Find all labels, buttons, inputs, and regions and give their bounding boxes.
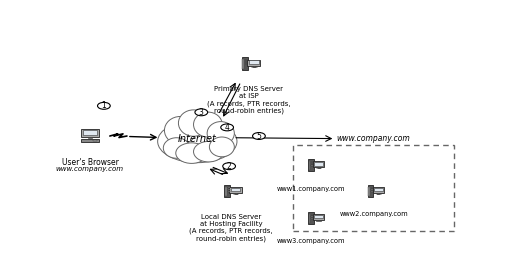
Bar <box>371 191 373 192</box>
Bar <box>374 188 383 192</box>
Bar <box>311 165 313 166</box>
Ellipse shape <box>209 137 234 157</box>
Bar <box>228 191 230 192</box>
Bar <box>242 57 248 71</box>
Circle shape <box>221 124 233 131</box>
Bar <box>316 220 321 221</box>
Bar <box>311 214 313 215</box>
Bar <box>247 60 261 66</box>
Ellipse shape <box>176 143 208 164</box>
Bar <box>308 159 314 171</box>
Text: www.company.com: www.company.com <box>337 134 410 143</box>
Circle shape <box>195 109 208 116</box>
Bar <box>308 161 310 170</box>
Text: www.company.com: www.company.com <box>56 166 124 172</box>
Text: 3: 3 <box>199 108 204 117</box>
Bar <box>229 187 242 193</box>
Text: 2: 2 <box>227 162 231 171</box>
Circle shape <box>223 163 235 170</box>
Bar <box>83 130 97 135</box>
Ellipse shape <box>207 122 234 145</box>
Bar <box>81 129 99 137</box>
Bar <box>81 139 99 142</box>
Bar <box>318 167 320 168</box>
Bar <box>311 216 313 217</box>
Bar <box>313 214 324 220</box>
Bar <box>368 187 370 195</box>
Text: www3.company.com: www3.company.com <box>277 239 345 244</box>
Text: Primary DNS Server
at ISP
(A records, PTR records,
round-robin entries): Primary DNS Server at ISP (A records, PT… <box>207 87 291 115</box>
Ellipse shape <box>163 138 190 158</box>
Text: Internet: Internet <box>178 134 217 144</box>
Bar <box>242 59 244 69</box>
Bar <box>234 193 237 194</box>
Ellipse shape <box>179 110 209 136</box>
Bar <box>231 188 241 192</box>
Bar <box>88 137 92 138</box>
Bar <box>249 60 259 64</box>
Bar <box>314 215 323 218</box>
Bar <box>371 189 373 190</box>
Text: 5: 5 <box>256 132 262 141</box>
Text: www1.company.com: www1.company.com <box>277 186 345 192</box>
Text: Local DNS Server
at Hosting Facility
(A records, PTR records,
round-robin entrie: Local DNS Server at Hosting Facility (A … <box>189 214 273 242</box>
Text: 1: 1 <box>102 101 106 110</box>
Bar <box>93 140 96 141</box>
Bar <box>313 162 324 167</box>
Bar <box>293 145 453 231</box>
Bar <box>372 187 384 193</box>
Bar <box>308 212 314 224</box>
Bar <box>225 186 227 196</box>
Bar <box>228 187 230 188</box>
Bar <box>314 162 323 165</box>
Ellipse shape <box>193 141 224 162</box>
Ellipse shape <box>193 112 222 137</box>
Bar <box>308 214 310 223</box>
Circle shape <box>97 102 110 109</box>
Bar <box>253 66 255 67</box>
Bar <box>376 193 381 194</box>
Ellipse shape <box>165 116 196 144</box>
Bar <box>224 185 230 197</box>
Circle shape <box>252 132 265 139</box>
Bar <box>228 189 230 190</box>
Bar <box>367 185 373 197</box>
Ellipse shape <box>157 120 237 163</box>
Text: User's Browser: User's Browser <box>62 158 119 167</box>
Text: www2.company.com: www2.company.com <box>340 211 408 218</box>
Text: 4: 4 <box>225 123 230 132</box>
